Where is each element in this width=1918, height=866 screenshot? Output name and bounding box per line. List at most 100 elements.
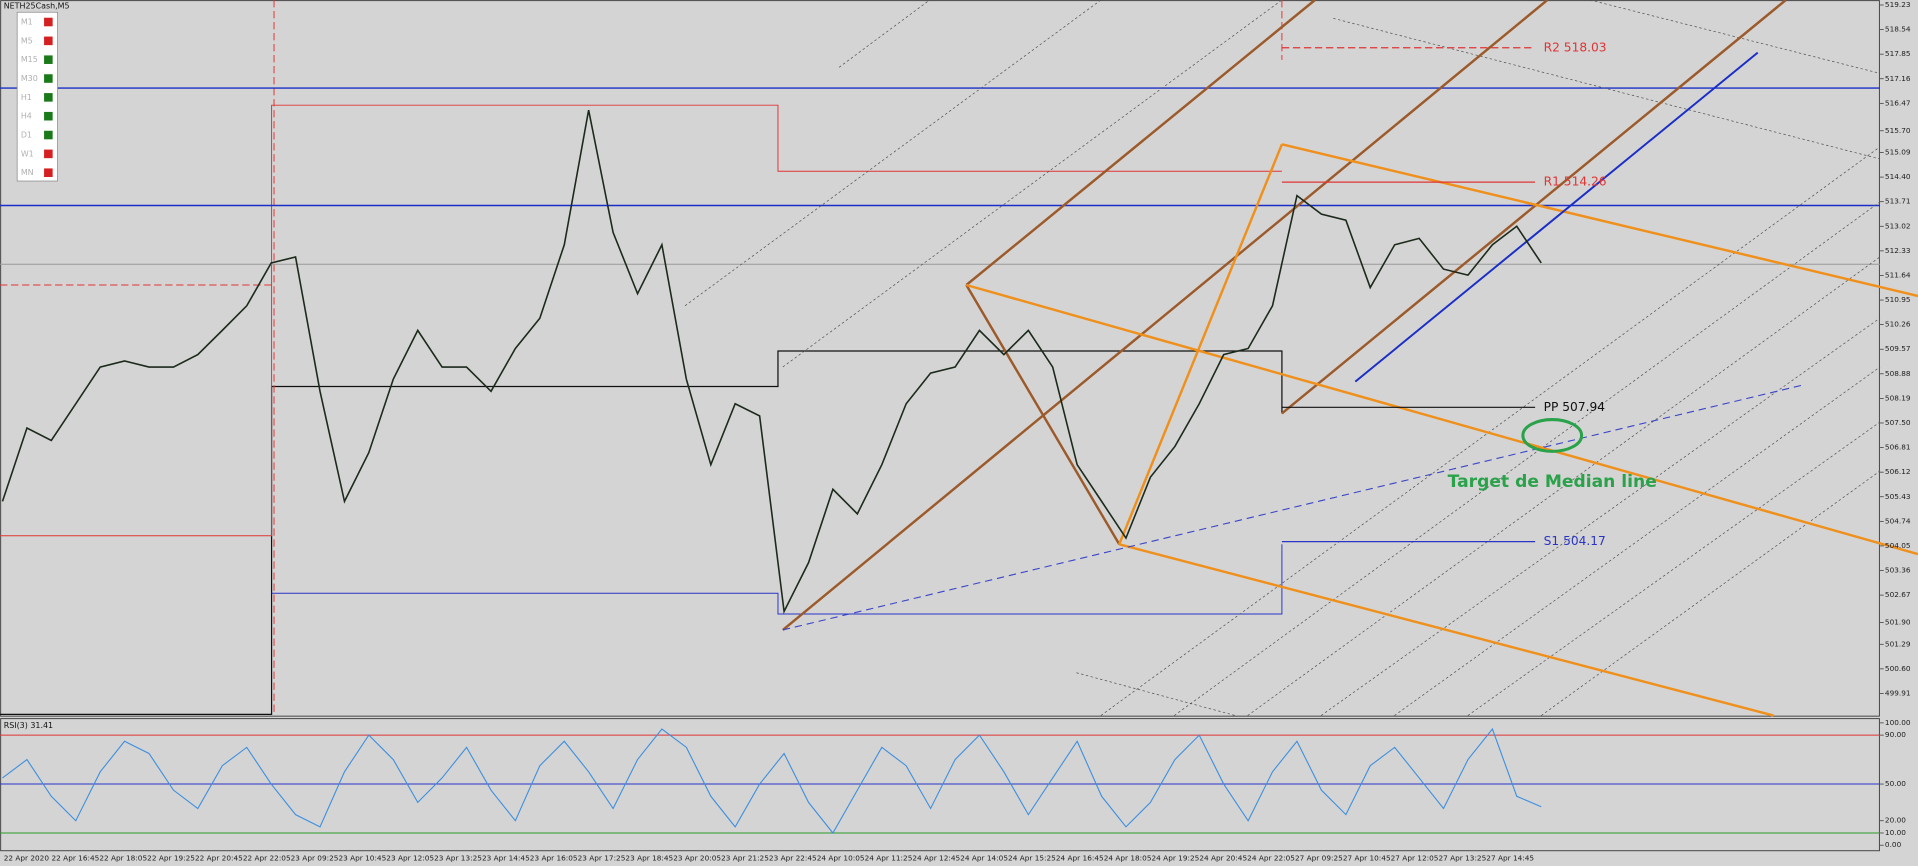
- time-label: 27 Apr 14:45: [1486, 854, 1534, 863]
- y-tick-label: 514.40: [1885, 172, 1911, 181]
- timeframe-indicator: [44, 149, 53, 159]
- y-tick-label: 510.95: [1885, 295, 1911, 304]
- rsi-panel-frame: [0, 718, 1880, 852]
- time-label: 24 Apr 22:05: [1247, 854, 1295, 863]
- y-tick-label: 499.91: [1885, 688, 1911, 697]
- y-tick-label: 505.43: [1885, 492, 1911, 501]
- y-tick-label: 501.90: [1885, 618, 1911, 627]
- r1-history: [0, 104, 1282, 537]
- series-line: [2, 727, 1542, 834]
- pitchfork: [782, 0, 1787, 631]
- timeframe-label: H1: [21, 93, 32, 102]
- pivot-history: [0, 350, 1283, 715]
- s1-history: [271, 544, 1283, 615]
- timeframe-indicator: [44, 130, 53, 140]
- main-panel-frame: [0, 0, 1880, 717]
- timeframe-label: M1: [21, 18, 33, 27]
- fib-channel: [684, 0, 1881, 716]
- rsi-title: RSI(3) 31.41: [4, 721, 53, 730]
- trend-line: [1354, 51, 1759, 383]
- y-tick-label: 50.00: [1885, 779, 1906, 788]
- timeframe-indicator: [44, 111, 53, 121]
- time-label: 24 Apr 16:45: [1056, 854, 1104, 863]
- pivot-label: PP 507.94: [1544, 400, 1606, 414]
- y-tick-label: 500.60: [1885, 664, 1911, 673]
- timeframe-indicator: [44, 168, 53, 177]
- y-tick-label: 513.02: [1885, 221, 1911, 230]
- time-label: 22 Apr 19:25: [147, 854, 195, 863]
- time-label: 24 Apr 10:05: [817, 854, 865, 863]
- y-tick-label: 516.47: [1885, 98, 1911, 107]
- median-lines: [966, 143, 1918, 717]
- y-tick-label: 90.00: [1885, 730, 1906, 739]
- time-label: 27 Apr 12:05: [1391, 854, 1439, 863]
- symbol-title: NETH25Cash,M5: [4, 2, 70, 11]
- y-tick-label: 512.33: [1885, 246, 1911, 255]
- time-label: 23 Apr 13:25: [434, 854, 482, 863]
- timeframe-indicator: [44, 74, 53, 83]
- time-label: 24 Apr 18:05: [1104, 854, 1152, 863]
- timeframe-label: M15: [21, 55, 38, 64]
- y-tick-label: 507.50: [1885, 418, 1911, 427]
- time-label: 22 Apr 20:45: [195, 854, 243, 863]
- timeframe-label: H4: [21, 112, 32, 121]
- y-tick-label: 501.29: [1885, 639, 1911, 648]
- pivot-label: R1 514.26: [1544, 175, 1607, 189]
- target-ellipse: [1521, 418, 1584, 453]
- pivot-label: R2 518.03: [1544, 40, 1607, 54]
- y-tick-label: 10.00: [1885, 828, 1906, 837]
- series-line: [1, 109, 1542, 615]
- time-label: 24 Apr 11:25: [865, 854, 913, 863]
- time-label: 22 Apr 2020: [4, 854, 50, 863]
- y-tick-label: 504.74: [1885, 516, 1911, 525]
- time-label: 23 Apr 14:45: [482, 854, 530, 863]
- time-label: 24 Apr 12:45: [912, 854, 960, 863]
- timeframe-label: D1: [21, 131, 32, 140]
- timeframe-indicator: [44, 55, 53, 64]
- y-tick-label: 518.54: [1885, 25, 1911, 34]
- y-tick-label: 502.67: [1885, 590, 1911, 599]
- timeframe-indicator: [44, 36, 53, 46]
- y-tick-label: 515.09: [1885, 148, 1911, 157]
- time-label: 23 Apr 16:05: [530, 854, 578, 863]
- timeframe-indicator: [44, 17, 53, 27]
- y-tick-label: 0.00: [1885, 840, 1902, 849]
- time-label: 24 Apr 14:05: [960, 854, 1008, 863]
- time-label: 23 Apr 22:45: [769, 854, 817, 863]
- timeframe-label: W1: [21, 149, 34, 158]
- median-dashed-line: [782, 384, 1802, 631]
- timeframe-label: M5: [21, 36, 33, 45]
- y-tick-label: 510.26: [1885, 320, 1911, 329]
- y-tick-label: 506.81: [1885, 443, 1911, 452]
- time-label: 22 Apr 16:45: [52, 854, 100, 863]
- timeframe-indicator: [44, 93, 53, 102]
- time-label: 27 Apr 13:25: [1438, 854, 1486, 863]
- time-label: 24 Apr 20:45: [1199, 854, 1247, 863]
- y-tick-label: 20.00: [1885, 816, 1906, 825]
- y-tick-label: 503.36: [1885, 566, 1911, 575]
- y-tick-label: 509.57: [1885, 344, 1911, 353]
- time-label: 23 Apr 18:45: [625, 854, 673, 863]
- time-label: 23 Apr 17:25: [578, 854, 626, 863]
- time-label: 23 Apr 21:25: [721, 854, 769, 863]
- y-tick-label: 519.23: [1885, 0, 1911, 9]
- y-tick-label: 506.12: [1885, 467, 1911, 476]
- time-label: 27 Apr 10:45: [1343, 854, 1391, 863]
- y-tick-label: 517.16: [1885, 74, 1911, 83]
- annotation: Target de Median line: [1448, 472, 1657, 492]
- y-tick-label: 517.85: [1885, 49, 1911, 58]
- drawings: [0, 0, 1918, 717]
- time-label: 22 Apr 22:05: [243, 854, 291, 863]
- time-label: 27 Apr 09:25: [1295, 854, 1343, 863]
- pivot-label: S1 504.17: [1544, 534, 1606, 548]
- y-tick-label: 515.70: [1885, 126, 1911, 135]
- y-tick-label: 511.64: [1885, 270, 1911, 279]
- time-label: 23 Apr 20:05: [673, 854, 721, 863]
- y-tick-label: 100.00: [1885, 718, 1911, 727]
- timeframe-label: M30: [21, 74, 38, 83]
- time-label: 24 Apr 15:25: [1008, 854, 1056, 863]
- y-tick-label: 508.88: [1885, 369, 1911, 378]
- time-label: 22 Apr 18:05: [99, 854, 147, 863]
